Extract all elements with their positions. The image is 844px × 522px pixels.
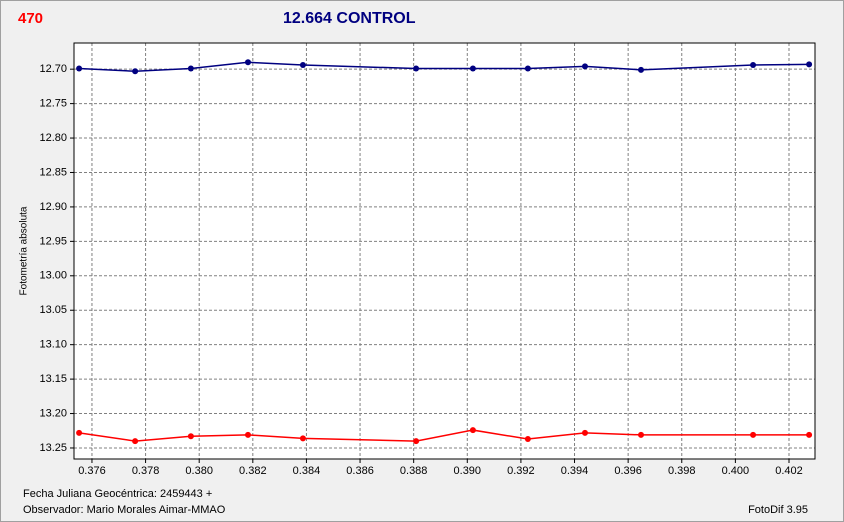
series-line <box>79 61 810 72</box>
x-tick-label: 0.402 <box>775 465 803 477</box>
y-tick-label: 12.95 <box>39 235 67 247</box>
y-tick-label: 12.90 <box>39 201 67 213</box>
x-tick-label: 0.390 <box>454 465 482 477</box>
data-point <box>299 62 306 69</box>
y-tick-label: 12.75 <box>39 98 67 110</box>
x-tick-label: 0.396 <box>614 465 642 477</box>
x-axis-label: Fecha Juliana Geocéntrica: 2459443 + <box>23 488 212 500</box>
data-point <box>806 431 813 438</box>
y-tick-label: 13.10 <box>39 339 67 351</box>
x-tick-label: 0.400 <box>722 465 750 477</box>
chart-title: 12.664 CONTROL <box>283 10 416 27</box>
data-point <box>244 59 251 66</box>
data-point <box>413 65 420 72</box>
x-tick-label: 0.398 <box>668 465 696 477</box>
data-point <box>581 63 588 70</box>
data-point <box>76 65 83 72</box>
software: FotoDif 3.95 <box>748 504 808 516</box>
data-point <box>299 435 306 442</box>
data-point <box>750 62 757 69</box>
y-tick-label: 13.00 <box>39 270 67 282</box>
y-tick-label: 13.15 <box>39 373 67 385</box>
y-tick-label: 12.80 <box>39 132 67 144</box>
data-point <box>244 431 251 438</box>
data-point <box>469 65 476 72</box>
x-tick-label: 0.394 <box>561 465 589 477</box>
data-point <box>187 65 194 72</box>
y-tick-label: 13.20 <box>39 407 67 419</box>
y-tick-label: 13.25 <box>39 442 67 454</box>
data-point <box>581 429 588 436</box>
plot-area <box>74 43 815 459</box>
y-tick-label: 12.85 <box>39 166 67 178</box>
y-axis-label: Fotometría absoluta <box>19 206 30 295</box>
x-tick-label: 0.384 <box>293 465 321 477</box>
data-point <box>638 431 645 438</box>
data-point <box>524 65 531 72</box>
data-point <box>806 61 813 68</box>
data-point <box>469 427 476 434</box>
observer: Observador: Mario Morales Aimar-MMAO <box>23 504 226 516</box>
series-line <box>78 429 810 442</box>
plot-layer <box>70 43 815 463</box>
data-point <box>524 436 531 443</box>
x-tick-label: 0.388 <box>400 465 428 477</box>
plot-border <box>73 42 816 460</box>
x-tick-label: 0.382 <box>239 465 267 477</box>
x-tick-label: 0.380 <box>185 465 213 477</box>
x-tick-label: 0.378 <box>132 465 160 477</box>
y-tick-label: 13.05 <box>39 304 67 316</box>
x-tick-label: 0.386 <box>346 465 374 477</box>
x-tick-label: 0.392 <box>507 465 535 477</box>
data-point <box>413 438 420 445</box>
x-tick-label: 0.376 <box>78 465 106 477</box>
star-label: 470 <box>18 10 43 27</box>
data-point <box>76 429 83 436</box>
data-point <box>132 438 139 445</box>
data-point <box>750 431 757 438</box>
y-tick-label: 12.70 <box>39 63 67 75</box>
data-point <box>638 66 645 73</box>
data-point <box>187 433 194 440</box>
data-point <box>132 68 139 75</box>
